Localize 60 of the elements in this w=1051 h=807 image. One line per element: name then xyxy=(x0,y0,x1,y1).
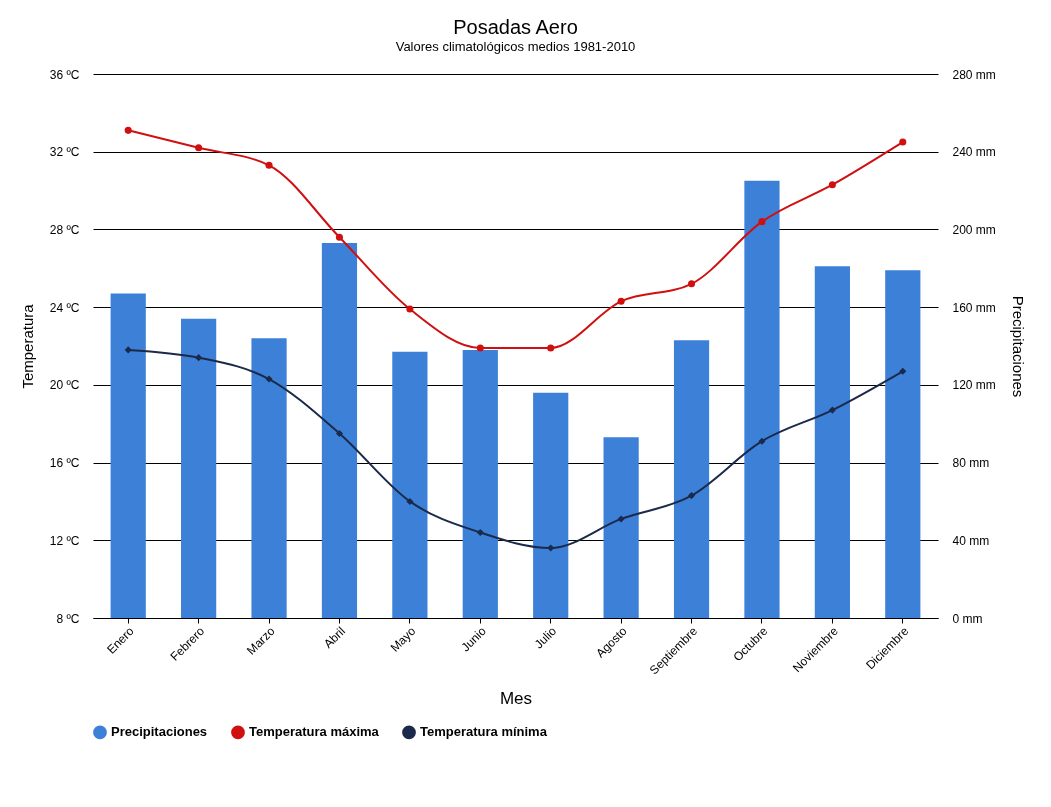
point xyxy=(195,144,203,152)
chart-subtitle: Valores climatológicos medios 1981-2010 xyxy=(395,39,636,54)
point xyxy=(899,367,907,375)
bar xyxy=(533,392,569,618)
y2-tick-label: 240 mm xyxy=(952,145,996,160)
point xyxy=(124,346,132,354)
y-tick-label: 28 ºC xyxy=(49,222,80,237)
point xyxy=(688,280,696,288)
y-axis-title: Temperatura xyxy=(18,303,36,389)
y-tick-label: 20 ºC xyxy=(49,378,80,393)
x-axis-title: Mes xyxy=(499,688,533,708)
point xyxy=(688,492,696,500)
bar xyxy=(181,318,217,618)
y-tick-label: 8 ºC xyxy=(56,611,80,626)
bar xyxy=(110,293,146,618)
point xyxy=(758,218,766,226)
y2-tick-label: 200 mm xyxy=(952,222,996,237)
point xyxy=(335,233,343,241)
point xyxy=(547,544,555,552)
y-tick-label: 16 ºC xyxy=(49,456,80,471)
point xyxy=(828,406,836,414)
y-tick-label: 32 ºC xyxy=(49,145,80,160)
point xyxy=(617,297,625,305)
point xyxy=(828,181,836,189)
point xyxy=(406,497,414,505)
legend-label: Temperatura mínima xyxy=(420,724,548,740)
bar xyxy=(321,243,358,618)
y2-tick-label: 0 mm xyxy=(952,611,983,626)
y2-tick-label: 80 mm xyxy=(952,456,990,471)
y-tick-label: 36 ºC xyxy=(49,67,80,82)
bar xyxy=(392,351,428,618)
point xyxy=(476,528,484,537)
point xyxy=(547,344,555,352)
y2-tick-label: 280 mm xyxy=(952,67,996,82)
bar xyxy=(814,266,850,618)
bar xyxy=(885,270,921,618)
y2-axis-title: Precipitaciones xyxy=(1009,295,1027,398)
bar xyxy=(603,437,639,618)
bar xyxy=(673,340,710,618)
point xyxy=(265,375,273,383)
chart-title: Posadas Aero xyxy=(453,16,578,38)
point xyxy=(406,305,414,313)
bar xyxy=(744,180,780,618)
point xyxy=(195,354,203,362)
point xyxy=(476,344,484,352)
bar xyxy=(251,338,287,618)
y2-tick-label: 120 mm xyxy=(952,378,996,393)
legend-label: Temperatura máxima xyxy=(249,724,380,740)
y2-tick-label: 160 mm xyxy=(952,300,996,315)
point xyxy=(758,437,766,445)
bar xyxy=(462,349,498,618)
y-tick-label: 24 ºC xyxy=(49,300,80,315)
legend-label: Precipitaciones xyxy=(111,724,208,740)
y-tick-label: 12 ºC xyxy=(49,533,80,548)
point xyxy=(617,515,625,523)
point xyxy=(124,126,132,134)
y2-tick-label: 40 mm xyxy=(952,533,990,548)
point xyxy=(899,138,907,146)
point xyxy=(265,161,273,169)
point xyxy=(335,429,343,437)
